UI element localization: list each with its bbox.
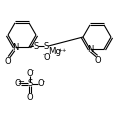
Text: Mg: Mg <box>48 48 62 57</box>
Text: O: O <box>44 53 50 61</box>
Text: O: O <box>27 93 33 102</box>
Text: S: S <box>27 79 33 89</box>
Text: O: O <box>5 57 11 66</box>
Text: O: O <box>15 79 21 89</box>
Text: -: - <box>43 79 45 84</box>
Text: O: O <box>95 56 101 65</box>
Text: N: N <box>12 43 18 52</box>
Text: -: - <box>43 53 45 57</box>
Text: -: - <box>32 69 34 73</box>
Text: =: = <box>17 78 25 87</box>
Text: ++: ++ <box>57 48 67 53</box>
Text: O: O <box>27 69 33 78</box>
Text: N: N <box>87 45 93 54</box>
Text: S: S <box>33 42 39 51</box>
Text: S: S <box>43 42 49 51</box>
Text: O: O <box>38 79 44 89</box>
